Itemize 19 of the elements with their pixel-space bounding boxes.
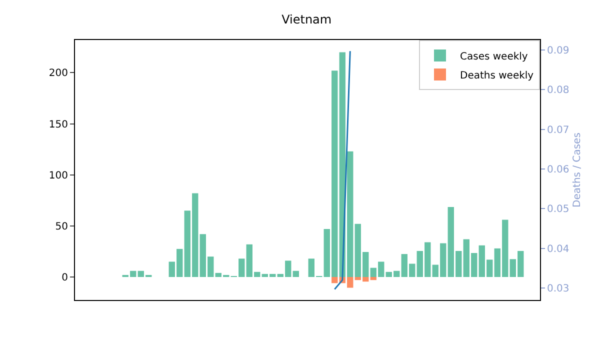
y2-tick-label: 0.04 — [547, 244, 570, 255]
y2-tick-label: 0.03 — [547, 284, 570, 295]
y2-axis-title: Deaths / Cases — [572, 132, 583, 208]
bar — [332, 277, 338, 284]
legend-label: Cases weekly — [460, 51, 528, 62]
y-tick-label: 200 — [48, 68, 68, 80]
y-tick-label: 0 — [62, 272, 68, 284]
bar — [292, 270, 299, 278]
bar — [370, 277, 376, 280]
legend-label: Deaths weekly — [460, 70, 534, 82]
y2-tick-label: 0.06 — [547, 164, 570, 176]
y2-tick-label: 0.05 — [547, 204, 570, 216]
y2-tick-label: 0.07 — [547, 124, 570, 136]
y-tick-label: 50 — [55, 221, 68, 232]
chart-title: Vietnam — [282, 12, 332, 27]
y-tick-label: 100 — [48, 170, 68, 182]
y2-tick-label: 0.09 — [547, 45, 570, 56]
y2-tick-label: 0.08 — [547, 85, 570, 96]
y-tick-label: 150 — [48, 119, 68, 130]
